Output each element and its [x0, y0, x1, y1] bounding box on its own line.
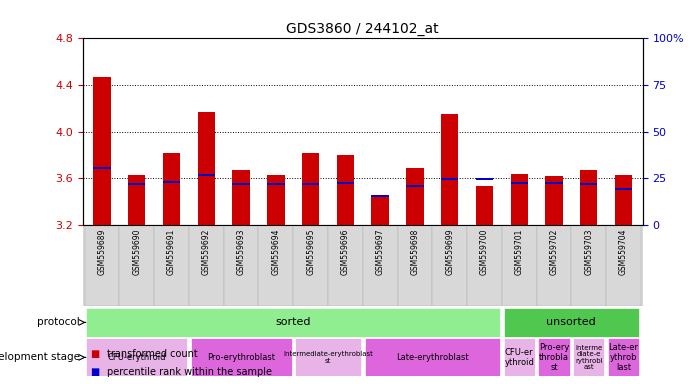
Text: Pro-ery
throbla
st: Pro-ery throbla st [539, 343, 569, 372]
Bar [224, 225, 258, 306]
Bar [120, 225, 154, 306]
Text: GSM559698: GSM559698 [410, 229, 419, 275]
Bar [128, 175, 146, 225]
Text: GSM559704: GSM559704 [619, 229, 628, 275]
Bar [573, 338, 605, 376]
Bar [337, 182, 354, 184]
Text: ■: ■ [90, 367, 99, 377]
Text: GSM559692: GSM559692 [202, 229, 211, 275]
Bar [372, 196, 389, 225]
Bar [86, 338, 187, 376]
Text: Late-er
ythrob
last: Late-er ythrob last [609, 343, 638, 372]
Bar [608, 338, 639, 376]
Bar [189, 225, 224, 306]
Text: GSM559689: GSM559689 [97, 229, 106, 275]
Bar [302, 152, 319, 225]
Bar [337, 155, 354, 225]
Bar [328, 225, 363, 306]
Text: GSM559702: GSM559702 [549, 229, 558, 275]
Text: GSM559694: GSM559694 [272, 229, 281, 275]
Bar [538, 338, 569, 376]
Text: GSM559690: GSM559690 [132, 229, 141, 275]
Bar [258, 225, 293, 306]
Bar [397, 225, 433, 306]
Text: GSM559697: GSM559697 [376, 229, 385, 275]
Title: GDS3860 / 244102_at: GDS3860 / 244102_at [287, 22, 439, 36]
Text: ■: ■ [90, 349, 99, 359]
Bar [406, 185, 424, 187]
Bar [128, 183, 146, 185]
Bar [502, 225, 537, 306]
Text: protocol: protocol [37, 318, 80, 328]
Bar [365, 338, 500, 376]
Text: transformed count: transformed count [107, 349, 198, 359]
Bar [545, 176, 562, 225]
Text: GSM559695: GSM559695 [306, 229, 315, 275]
Bar [302, 183, 319, 185]
Text: GSM559701: GSM559701 [515, 229, 524, 275]
Bar [441, 178, 458, 180]
Text: GSM559700: GSM559700 [480, 229, 489, 275]
Bar [511, 182, 528, 184]
Bar [476, 186, 493, 225]
Bar [433, 225, 467, 306]
Bar [191, 338, 292, 376]
Bar [163, 181, 180, 183]
Text: GSM559691: GSM559691 [167, 229, 176, 275]
Text: Interme
diate-e
rythrobl
ast: Interme diate-e rythrobl ast [575, 344, 603, 370]
Bar [615, 175, 632, 225]
Bar [295, 338, 361, 376]
Bar [372, 195, 389, 197]
Bar [86, 308, 500, 337]
Bar [293, 225, 328, 306]
Text: Late-erythroblast: Late-erythroblast [396, 353, 468, 362]
Bar [267, 183, 285, 185]
Text: GSM559693: GSM559693 [236, 229, 245, 275]
Bar [232, 183, 249, 185]
Bar [363, 225, 397, 306]
Bar [580, 183, 598, 185]
Text: GSM559699: GSM559699 [445, 229, 454, 275]
Bar [441, 114, 458, 225]
Bar [511, 174, 528, 225]
Bar [580, 170, 598, 225]
Bar [476, 178, 493, 180]
Text: sorted: sorted [276, 318, 311, 328]
Bar [267, 175, 285, 225]
Bar [198, 174, 215, 176]
Bar [406, 168, 424, 225]
Text: Pro-erythroblast: Pro-erythroblast [207, 353, 275, 362]
Bar [163, 152, 180, 225]
Bar [93, 167, 111, 169]
Text: unsorted: unsorted [547, 318, 596, 328]
Text: GSM559703: GSM559703 [585, 229, 594, 275]
Bar [198, 112, 215, 225]
Text: Intermediate-erythroblast
st: Intermediate-erythroblast st [283, 351, 373, 364]
Bar [85, 225, 120, 306]
Bar [545, 182, 562, 184]
Bar [93, 77, 111, 225]
Bar [232, 170, 249, 225]
Bar [537, 225, 571, 306]
Text: CFU-er
ythroid: CFU-er ythroid [504, 348, 534, 367]
Text: GSM559696: GSM559696 [341, 229, 350, 275]
Bar [467, 225, 502, 306]
Bar [606, 225, 641, 306]
Bar [571, 225, 606, 306]
Text: percentile rank within the sample: percentile rank within the sample [107, 367, 272, 377]
Bar [504, 308, 639, 337]
Text: CFU-erythroid: CFU-erythroid [108, 353, 166, 362]
Bar [154, 225, 189, 306]
Text: development stage: development stage [0, 353, 80, 362]
Bar [504, 338, 535, 376]
Bar [615, 188, 632, 190]
